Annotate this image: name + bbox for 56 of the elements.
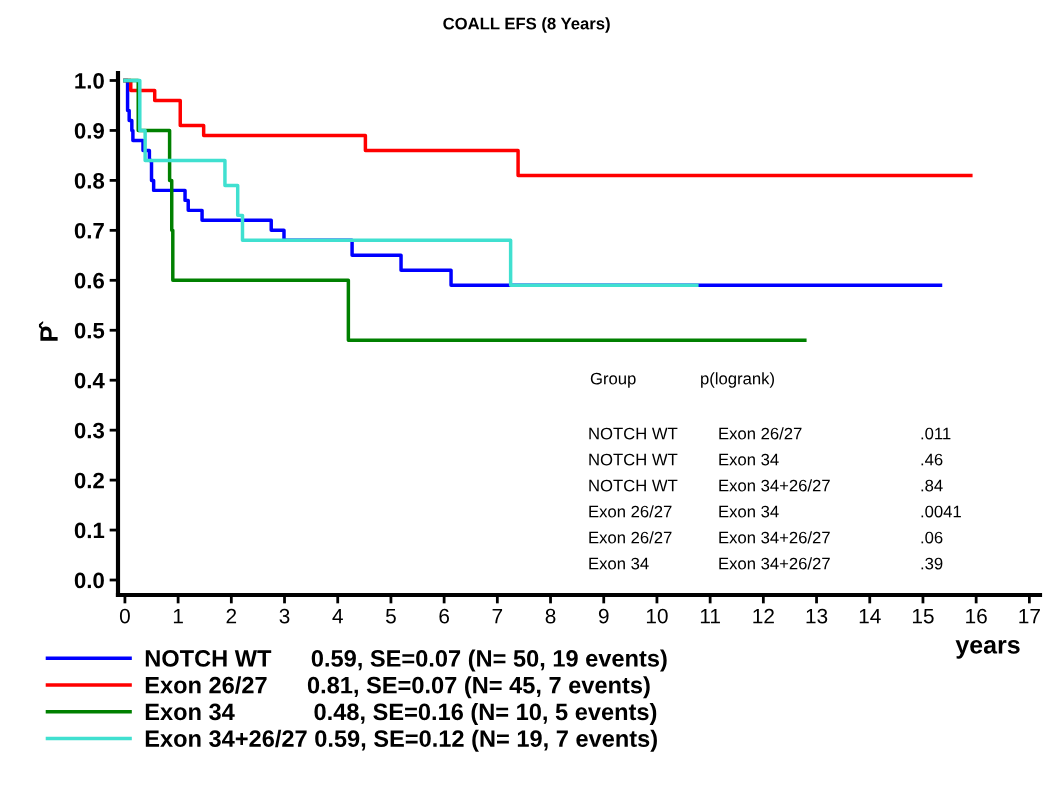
x-tick-label: 15 [912,608,934,624]
x-tick-label: 13 [806,608,828,624]
x-tick-label: 7 [492,608,503,624]
annotation: p(logrank) [701,372,774,388]
y-tick-label: 0.5 [74,322,105,339]
annotation: Exon 34+26/27 [719,557,830,570]
annotation: NOTCH WT [589,427,678,440]
x-tick-label: 5 [385,608,396,624]
legend-label: Exon 34 0.48, SE=0.16 (N= 10, 5 events) [145,702,657,725]
annotation: Group [590,372,636,388]
annotation: Exon 34 [719,453,779,466]
annotation: Exon 26/27 [589,505,672,518]
annotation: .46 [921,453,943,466]
x-tick-label: 12 [753,608,774,624]
y-tick-label: 0.0 [74,572,104,589]
chart-title: COALL EFS (8 Years) [443,17,610,33]
annotation: NOTCH WT [589,453,678,466]
y-tick-label: 0.2 [74,472,104,489]
annotation: Exon 26/27 [589,531,672,544]
x-tick-label: 4 [332,608,343,624]
annotation: Exon 34 [719,505,779,518]
legend-label: NOTCH WT 0.59, SE=0.07 (N= 50, 19 events) [145,649,667,672]
x-tick-label: 17 [1019,608,1040,624]
annotation: Exon 26/27 [719,427,802,440]
annotation: Exon 34 [589,557,649,570]
annotation: NOTCH WT [589,479,678,492]
x-tick-label: 9 [598,608,609,624]
x-tick-label: 11 [700,608,720,624]
y-axis-title: P̂ [38,321,58,341]
y-tick-label: 0.9 [74,122,104,139]
x-tick-label: 14 [859,608,881,624]
legend-label: Exon 26/27 0.81, SE=0.07 (N= 45, 7 events) [145,676,650,699]
y-tick-label: 0.8 [74,172,105,189]
x-tick-label: 2 [226,608,237,624]
x-tick-label: 10 [646,608,668,624]
annotation: Exon 34+26/27 [719,479,830,492]
y-tick-label: 0.6 [74,272,105,289]
x-axis-title: years [955,640,1020,659]
x-tick-label: 1 [173,608,183,624]
x-tick-label: 16 [966,608,987,624]
x-tick-label: 0 [119,608,130,624]
annotation: .011 [921,427,951,440]
annotation: .0041 [921,505,961,518]
x-tick-label: 6 [439,608,450,624]
y-tick-label: 0.7 [74,222,104,239]
y-tick-label: 0.1 [74,522,105,539]
annotation: Exon 34+26/27 [719,531,830,544]
y-tick-label: 0.4 [74,372,105,389]
annotation: .06 [921,531,943,544]
y-tick-label: 1.0 [75,73,104,89]
x-tick-label: 3 [279,608,290,624]
annotation: .39 [921,557,943,570]
legend-label: Exon 34+26/27 0.59, SE=0.12 (N= 19, 7 events) [145,729,657,752]
x-tick-label: 8 [545,608,556,624]
y-tick-label: 0.3 [74,422,105,439]
annotation: .84 [921,479,943,492]
